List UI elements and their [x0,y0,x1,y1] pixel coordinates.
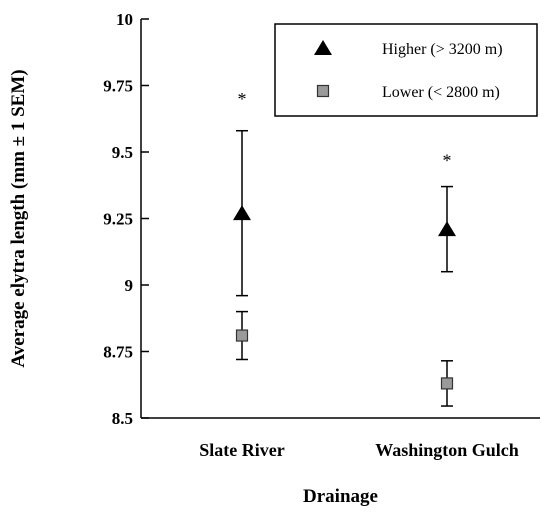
y-tick-label: 9.75 [103,77,133,96]
y-axis-title: Average elytra length (mm ± 1 SEM) [8,69,29,367]
significance-marker: * [443,150,452,170]
y-tick-label: 8.75 [103,343,133,362]
y-tick-label: 8.5 [112,409,133,428]
y-tick-label: 9 [125,276,134,295]
legend-label: Lower (< 2800 m) [382,84,500,101]
data-point-triangle [438,221,456,237]
y-tick-label: 9.25 [103,210,133,229]
data-point-square [440,377,454,390]
legend-label: Higher (> 3200 m) [382,41,503,58]
legend-marker-triangle [314,40,332,55]
x-category-label: Washington Gulch [375,440,519,460]
x-categories: Slate River Washington Gulch [199,440,519,460]
y-tick-label: 9.5 [112,143,133,162]
y-ticks: 8.5 8.75 9 9.25 9.5 9.75 10 [103,10,149,428]
data-point-triangle [233,205,251,221]
legend-box [274,23,538,117]
data-point-square [235,329,249,342]
x-category-label: Slate River [199,440,284,460]
x-axis-title: Drainage [303,486,378,507]
y-tick-label: 10 [116,10,133,29]
data-marks: ** [233,89,456,407]
legend: Higher (> 3200 m) Lower (< 2800 m) [274,23,538,117]
legend-marker-square [316,84,330,98]
significance-marker: * [238,89,247,109]
